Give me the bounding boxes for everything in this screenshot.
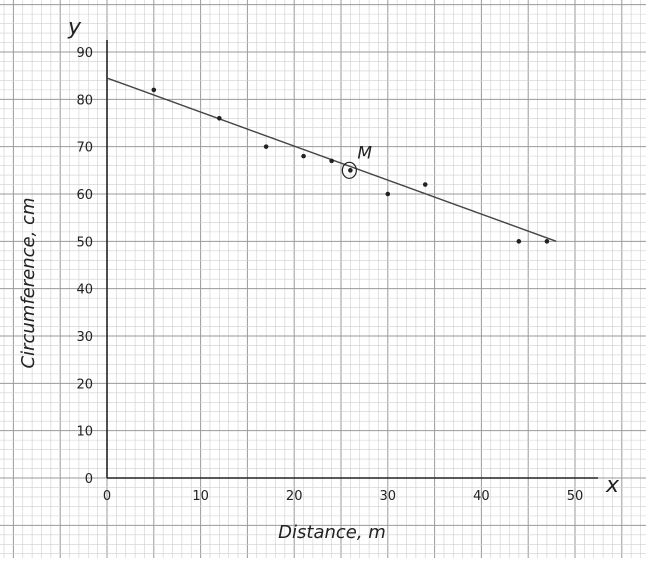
y-tick-label: 50 (76, 235, 93, 250)
y-tick-label: 30 (76, 330, 93, 345)
y-tick-label: 10 (76, 425, 93, 440)
axes (106, 40, 598, 479)
y-tick-label: 40 (76, 283, 93, 298)
x-axis-letter: x (605, 473, 620, 498)
x-axis-label: Distance, m (278, 522, 386, 543)
x-tick-label: 50 (567, 489, 584, 504)
data-point (329, 158, 334, 164)
x-tick-label: 30 (380, 489, 397, 504)
tick-labels: 0 10 20 30 40 50 0 10 20 30 40 50 60 70 80 90 (76, 46, 583, 504)
y-tick-label: 70 (76, 141, 93, 156)
y-axis-label: Circumference, cm (18, 198, 39, 369)
x-tick-label: 20 (286, 489, 303, 504)
data-point (516, 239, 522, 244)
data-point (544, 239, 550, 244)
data-point (151, 87, 157, 93)
y-axis-letter: y (67, 15, 82, 40)
data-point (348, 168, 353, 173)
y-tick-label: 20 (76, 377, 93, 392)
data-point (263, 144, 269, 149)
data-point (217, 115, 222, 121)
x-tick-label: 10 (192, 489, 209, 504)
y-tick-label: 90 (76, 46, 93, 61)
marked-point-label: M (357, 143, 372, 163)
y-tick-label: 80 (76, 93, 93, 108)
x-tick-label: 40 (473, 489, 490, 504)
data-point (422, 182, 428, 187)
data-point (385, 191, 391, 197)
marked-point-circle (341, 161, 357, 179)
data-layer (106, 77, 557, 244)
y-tick-label: 60 (76, 188, 93, 203)
y-tick-label: 0 (85, 472, 93, 487)
x-tick-label: 0 (103, 489, 111, 504)
data-point (301, 153, 306, 159)
